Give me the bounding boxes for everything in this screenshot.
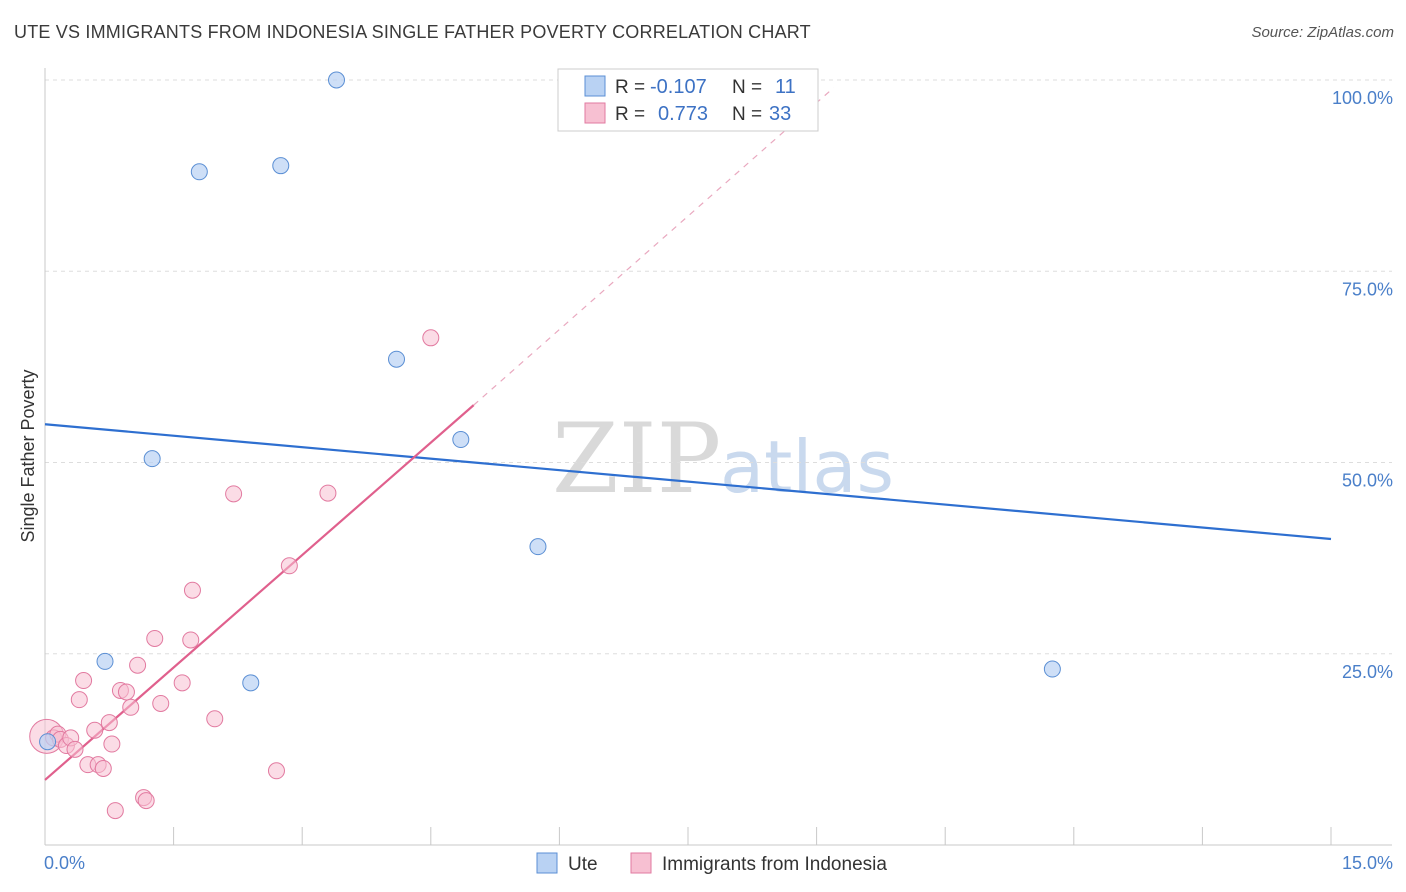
point-ute [1043,660,1061,678]
point-indonesia [70,691,88,709]
bottom-legend-swatch-indonesia [630,852,652,874]
trend-line-indonesia-extension [473,87,835,406]
bottom-legend-swatch-ute [536,852,558,874]
y-tick-label: 25.0% [1342,662,1393,682]
legend-swatch-indonesia [584,102,606,124]
series-legend: Ute Immigrants from Indonesia [536,852,887,875]
point-ute [242,674,260,692]
point-indonesia [94,760,112,777]
legend-n-value-indonesia: 33 [769,103,791,125]
point-indonesia [183,581,201,599]
point-indonesia [86,721,104,739]
point-indonesia [280,557,298,575]
point-ute [96,652,114,670]
point-indonesia [182,631,200,649]
point-indonesia [75,672,93,690]
y-tick-label: 100.0% [1332,88,1393,108]
point-indonesia [66,740,84,758]
y-tick-label: 50.0% [1342,471,1393,491]
point-indonesia [225,485,243,503]
legend-n-label-ute: N = [732,77,762,98]
chart-title: UTE VS IMMIGRANTS FROM INDONESIA SINGLE … [14,22,811,42]
watermark-atlas: atlas [720,425,894,509]
axes [44,68,1392,846]
point-ute [529,538,547,556]
bottom-legend-ute: Ute [568,854,598,875]
x-tick-label: 0.0% [44,853,85,873]
point-indonesia [137,792,155,810]
point-indonesia [319,484,337,502]
trend-lines [44,87,1332,781]
trend-line-indonesia [44,404,475,781]
point-indonesia [103,735,121,753]
tick-labels: 100.0% 75.0% 50.0% 25.0% 0.0% 15.0% [44,88,1393,873]
point-indonesia [129,656,147,674]
trend-line-ute [44,423,1332,541]
point-indonesia [117,683,135,701]
point-indonesia [206,710,224,728]
point-indonesia [122,698,140,716]
point-ute [272,157,290,175]
point-indonesia [422,329,440,347]
point-ute [452,431,470,449]
scatter-points [29,71,1061,820]
legend-n-value-ute: 11 [775,76,796,98]
legend-r-label-indonesia: R = [615,104,645,125]
watermark-zip: ZIP [552,403,721,515]
point-indonesia [173,674,191,692]
legend-r-value-ute: -0.107 [650,76,707,98]
point-ute [143,450,161,468]
point-indonesia [106,802,124,820]
point-ute [327,71,345,89]
y-tick-label: 75.0% [1342,279,1393,299]
point-indonesia [152,694,170,712]
source-label: Source: ZipAtlas.com [1251,24,1394,41]
point-ute [388,350,406,368]
point-ute [39,733,57,751]
point-ute [190,163,208,181]
legend-r-label-ute: R = [615,77,645,98]
legend-swatch-ute [584,75,606,97]
point-indonesia [267,762,285,780]
point-indonesia [100,714,118,732]
legend-r-value-indonesia: 0.773 [658,103,708,125]
legend-n-label-indonesia: N = [732,104,762,125]
bottom-legend-indonesia: Immigrants from Indonesia [662,854,887,875]
x-tick-label: 15.0% [1342,853,1393,873]
y-axis-label: Single Father Poverty [18,369,38,542]
gridlines [45,79,1392,655]
point-indonesia [146,629,164,647]
stats-legend: R = -0.107 N = 11 R = 0.773 N = 33 [557,68,819,132]
